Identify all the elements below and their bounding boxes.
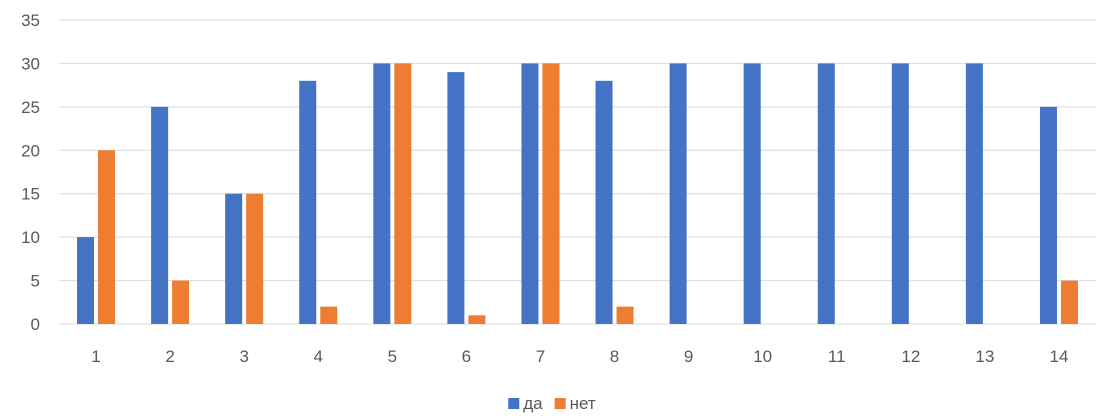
bar-da-3 (225, 193, 243, 324)
bars (77, 63, 1078, 325)
bar-da-13 (965, 63, 983, 325)
bar-da-12 (891, 63, 909, 325)
y-tick-label: 35 (21, 11, 40, 30)
bar-net-1 (98, 150, 116, 324)
legend-swatch (508, 398, 520, 409)
bar-da-8 (595, 80, 613, 324)
y-tick-label: 5 (31, 272, 40, 291)
bar-net-8 (616, 306, 634, 324)
x-tick-label: 1 (91, 347, 100, 366)
x-tick-label: 11 (828, 347, 846, 366)
x-tick-label: 10 (753, 347, 772, 366)
y-tick-label: 20 (21, 141, 40, 160)
bar-net-14 (1060, 280, 1078, 324)
x-tick-label: 3 (239, 347, 248, 366)
x-tick-label: 14 (1050, 347, 1069, 366)
y-tick-label: 10 (21, 228, 40, 247)
y-tick-label: 0 (31, 315, 40, 334)
x-tick-label: 4 (314, 347, 323, 366)
bar-da-9 (669, 63, 687, 325)
legend-label: да (523, 394, 543, 413)
x-tick-label: 2 (165, 347, 174, 366)
x-tick-label: 9 (684, 347, 693, 366)
bar-da-14 (1039, 106, 1057, 324)
x-tick-label: 6 (462, 347, 471, 366)
bar-net-3 (246, 193, 264, 324)
bar-net-6 (468, 315, 486, 324)
x-tick-label: 13 (975, 347, 994, 366)
legend-swatch (554, 398, 566, 409)
bar-da-2 (151, 106, 169, 324)
bar-da-7 (521, 63, 539, 325)
x-tick-label: 5 (388, 347, 397, 366)
bar-net-7 (542, 63, 560, 325)
legend-label: нет (570, 394, 596, 413)
bar-da-6 (447, 72, 465, 324)
bar-da-11 (817, 63, 835, 325)
legend: да нет (508, 394, 596, 413)
bar-da-1 (77, 237, 95, 324)
bar-da-5 (373, 63, 391, 325)
bar-net-2 (172, 280, 190, 324)
x-tick-label: 8 (610, 347, 619, 366)
y-tick-label: 15 (21, 185, 40, 204)
y-tick-label: 30 (21, 54, 40, 73)
y-tick-label: 25 (21, 98, 40, 117)
bar-net-4 (320, 306, 338, 324)
bar-da-10 (743, 63, 761, 325)
x-tick-label: 12 (901, 347, 920, 366)
bar-da-4 (299, 80, 317, 324)
gridlines (59, 19, 1096, 325)
x-tick-label: 7 (536, 347, 545, 366)
bar-net-5 (394, 63, 412, 325)
x-axis-tick-labels: 1 2 3 4 5 6 7 8 9 10 11 12 13 14 (91, 347, 1068, 366)
y-axis-tick-labels: 0 5 10 15 20 25 30 35 (21, 11, 40, 334)
